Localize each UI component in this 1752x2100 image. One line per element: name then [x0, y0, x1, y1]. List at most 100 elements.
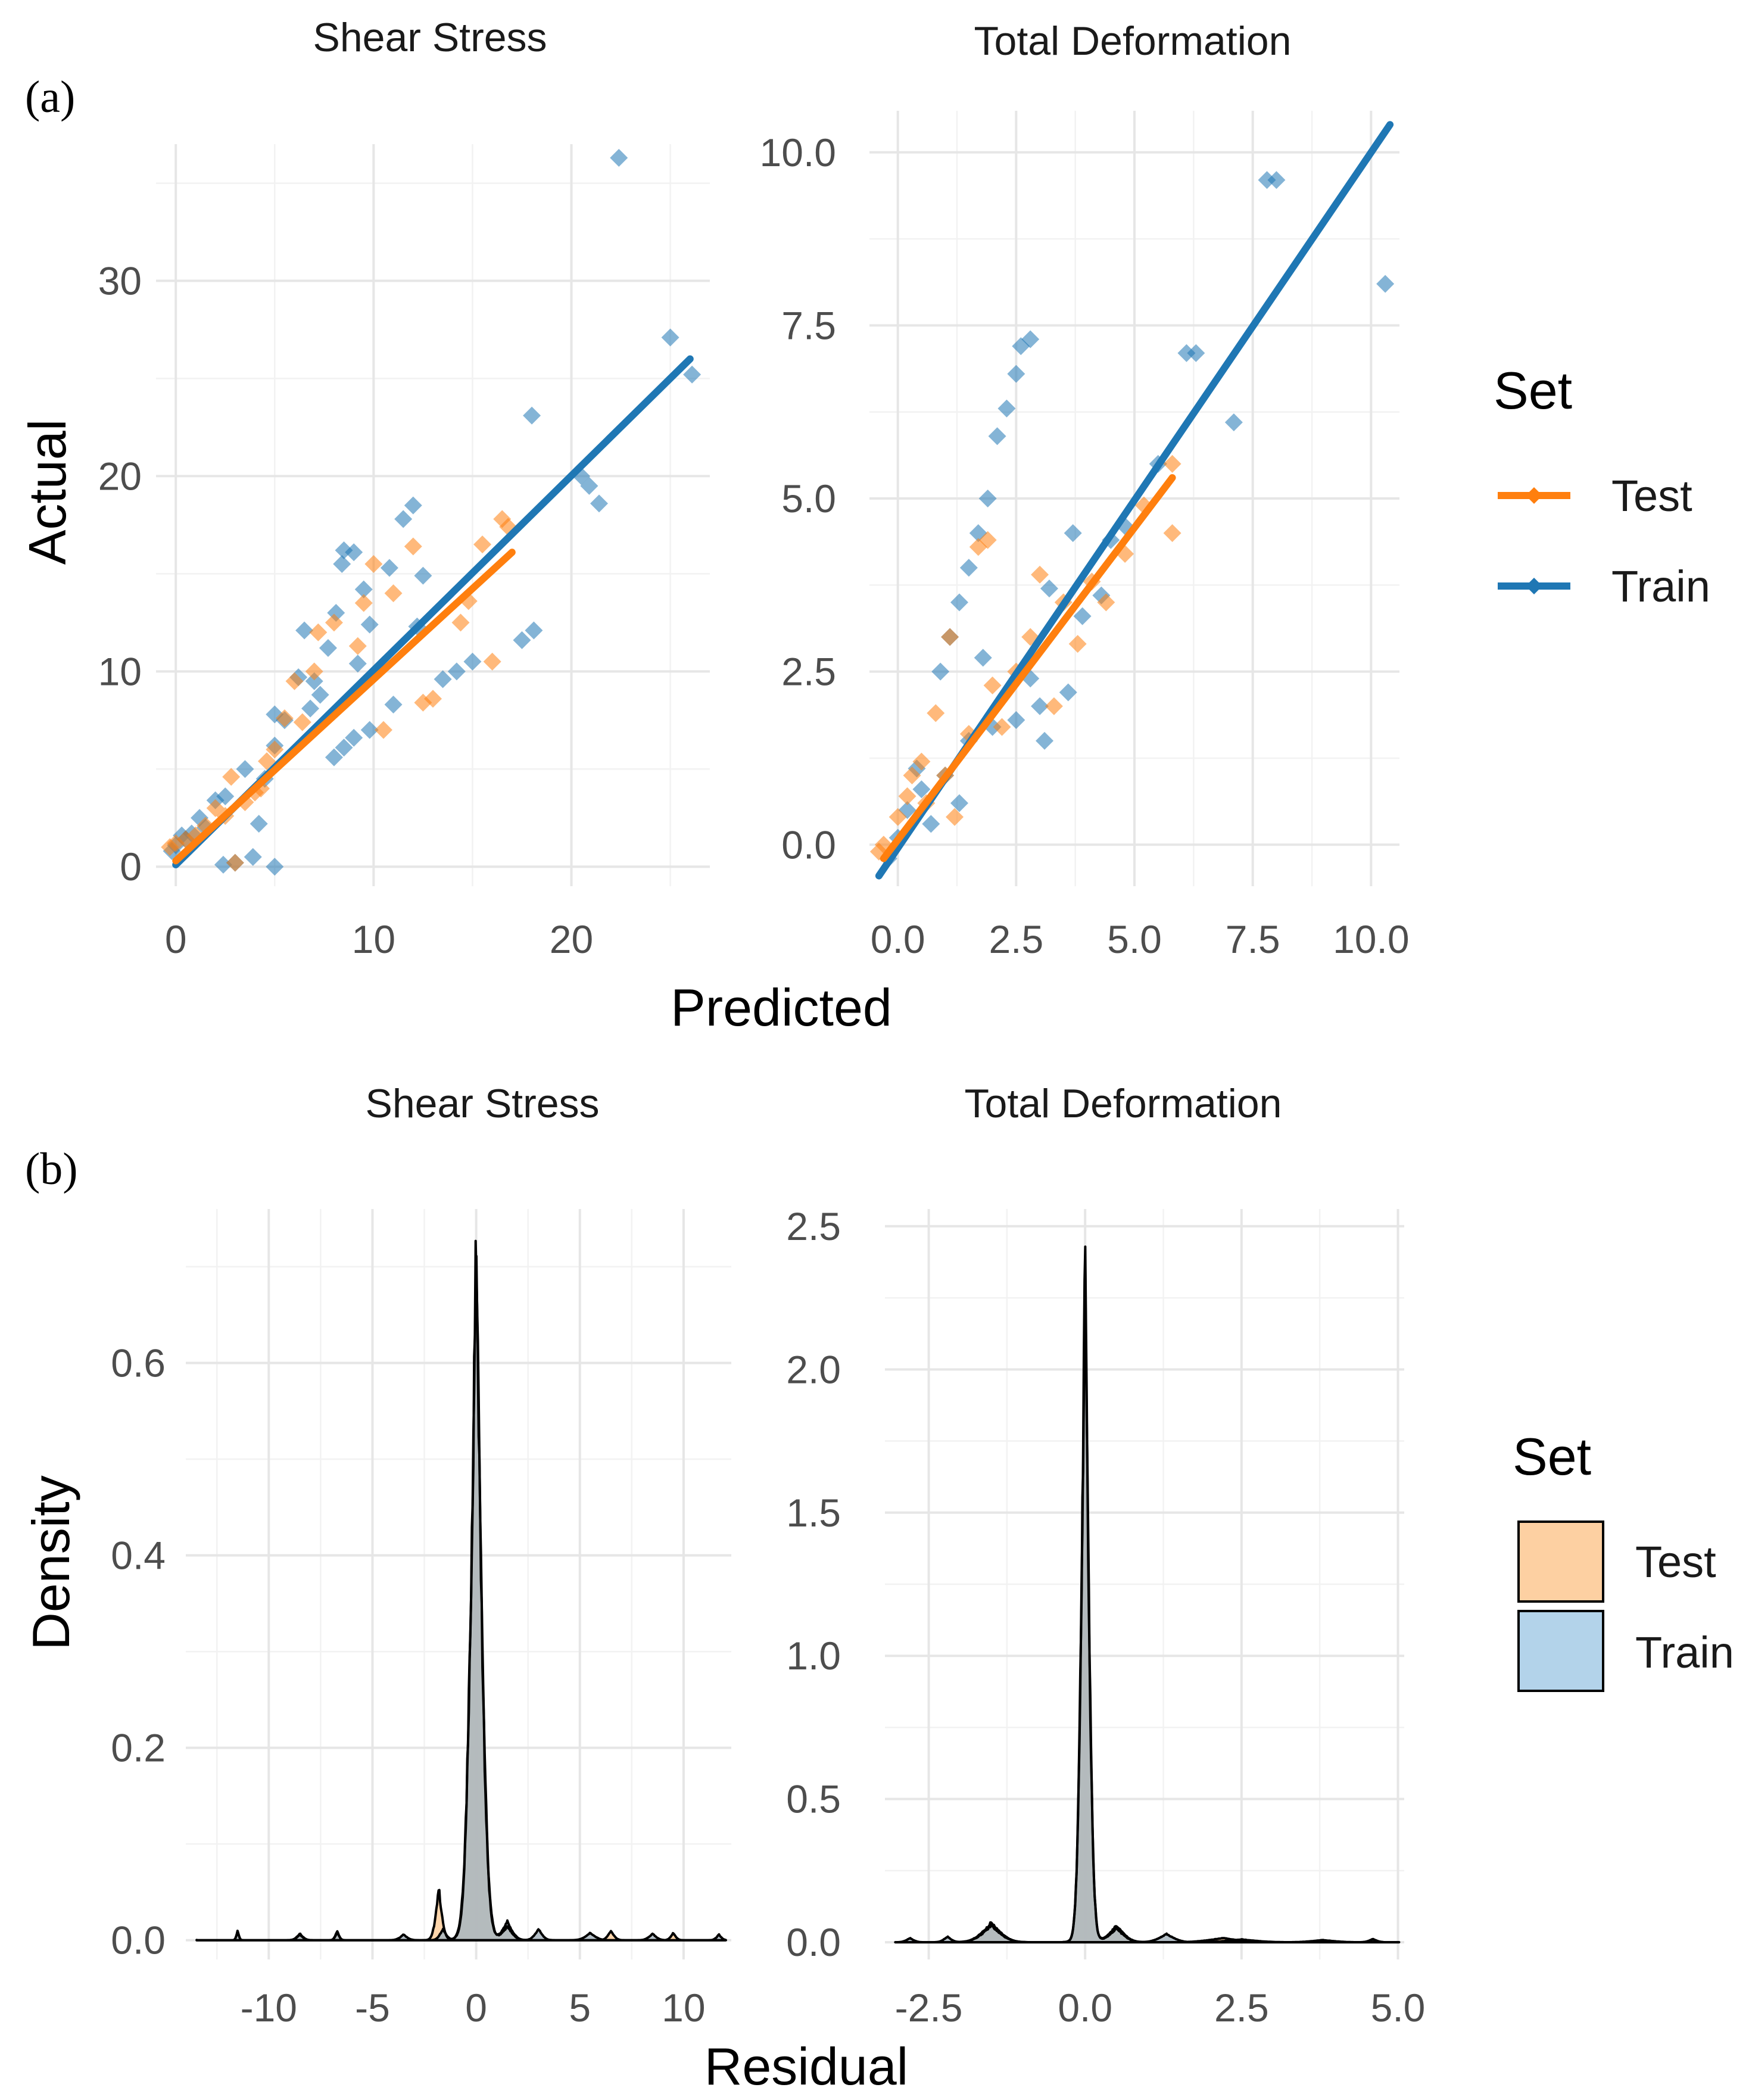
point-train-12 — [978, 490, 997, 507]
point-test-9 — [305, 662, 323, 681]
y-tick-label: 0.0 — [786, 1920, 841, 1964]
point-test-22 — [993, 718, 1011, 736]
marks — [161, 148, 702, 876]
legend-label-train-b: Train — [1635, 1628, 1734, 1677]
x-tick-label: 0 — [465, 1986, 487, 2030]
point-train-3 — [523, 406, 541, 425]
x-tick-label: 0.0 — [871, 917, 925, 961]
point-train-18 — [1064, 524, 1082, 543]
facet-title-shear-stress: Shear Stress — [313, 15, 547, 60]
point-train-2 — [1376, 275, 1395, 293]
point-train-24 — [335, 739, 353, 757]
point-train-22 — [1059, 683, 1077, 702]
y-tick-label: 1.5 — [786, 1491, 841, 1535]
point-train-11 — [333, 554, 351, 573]
point-train-46 — [216, 787, 235, 806]
legend-label-train: Train — [1611, 562, 1710, 611]
point-test-15 — [898, 787, 916, 805]
point-train-37 — [266, 858, 284, 876]
marks — [894, 1245, 1401, 1944]
y-tick-label: 0.6 — [111, 1341, 166, 1385]
y-tick-label: 10.0 — [760, 130, 836, 175]
facet-title-total-deformation: Total Deformation — [974, 18, 1292, 64]
point-train-12 — [380, 559, 398, 577]
point-train-21 — [384, 696, 403, 714]
y-tick-label: 0.0 — [781, 822, 836, 867]
y-tick-label: 0.5 — [786, 1777, 841, 1821]
point-train-38 — [1036, 731, 1054, 750]
point-test-33 — [451, 613, 470, 632]
point-train-24 — [1007, 711, 1025, 729]
point-train-33 — [950, 794, 968, 812]
point-test-7 — [354, 594, 373, 612]
y-axis-title-b: Density — [21, 1475, 80, 1650]
facet-title-shear-stress-b: Shear Stress — [365, 1081, 599, 1126]
y-tick-label: 0.2 — [111, 1726, 166, 1770]
point-test-21 — [161, 838, 179, 856]
point-test-27 — [903, 767, 921, 784]
x-tick-label: 20 — [550, 917, 593, 961]
point-train-17 — [931, 662, 950, 681]
point-train-4 — [1187, 344, 1205, 362]
point-train-0 — [610, 148, 628, 167]
ticks: -2.5 0.0 2.5 5.0 0.0 0.5 1.0 1.5 2.0 2.5 — [786, 1204, 1425, 2030]
ticks: -10 -5 0 5 10 0.0 0.2 0.4 0.6 — [111, 1341, 705, 2030]
x-tick-label: -5 — [355, 1986, 390, 2030]
y-tick-label: 2.5 — [781, 650, 836, 694]
grid — [156, 144, 710, 886]
x-tick-label: 0 — [165, 917, 187, 961]
facet-title-total-deformation-b: Total Deformation — [965, 1081, 1282, 1126]
legend-label-test: Test — [1611, 471, 1692, 521]
point-test-5 — [364, 554, 383, 573]
chart-b-residual-density: (b) Shear Stress -10 -5 0 5 10 0.0 0.2 0.4 0.6 T… — [21, 1081, 1734, 2096]
legend-key-test-fill — [1517, 1521, 1604, 1603]
point-train-11 — [988, 427, 1006, 445]
facet-a-total-deformation: Total Deformation 0.0 2.5 5.0 7.5 10.0 0.0 2.5… — [760, 18, 1410, 961]
point-train-14 — [354, 580, 373, 599]
y-tick-label: 30 — [98, 259, 142, 303]
point-test-6 — [1031, 565, 1049, 584]
x-tick-label: -2.5 — [895, 1986, 963, 2030]
y-tick-label: 10 — [98, 649, 142, 693]
legend-key-train-fill — [1517, 1610, 1604, 1692]
point-train-13 — [414, 566, 432, 585]
point-test-16 — [889, 808, 907, 826]
point-train-15 — [950, 593, 968, 612]
x-tick-label: 0.0 — [1058, 1986, 1112, 2030]
x-tick-label: 5.0 — [1107, 917, 1162, 961]
point-test-0 — [1163, 454, 1181, 473]
y-tick-label: 5.0 — [781, 476, 836, 521]
point-train-34 — [244, 848, 262, 866]
point-test-9 — [983, 676, 1002, 694]
legend-key-train-marker — [1526, 578, 1542, 594]
point-train-52 — [348, 655, 367, 673]
point-train-7 — [404, 496, 422, 515]
facet-b-shear-stress: Shear Stress -10 -5 0 5 10 0.0 0.2 0.4 0.6 — [111, 1081, 731, 2030]
x-axis-title-b: Residual — [704, 2037, 908, 2096]
point-train-14 — [959, 559, 978, 577]
y-tick-label: 2.0 — [786, 1347, 841, 1391]
point-test-3 — [1097, 593, 1115, 612]
point-test-31 — [293, 713, 311, 731]
point-train-6 — [580, 476, 598, 495]
point-test-4 — [404, 537, 422, 556]
point-train-5 — [590, 494, 608, 513]
point-test-26 — [374, 721, 392, 739]
point-train-1 — [1267, 171, 1286, 189]
ticks: 0 10 20 0 10 20 30 — [98, 259, 594, 961]
marks — [869, 121, 1395, 880]
point-test-11 — [275, 709, 294, 728]
point-train-23 — [345, 728, 363, 747]
point-test-28 — [309, 623, 328, 641]
point-train-25 — [325, 748, 343, 767]
marks — [195, 1239, 727, 1942]
y-tick-label: 0.4 — [111, 1534, 166, 1578]
point-train-8 — [394, 510, 413, 528]
grid — [869, 111, 1399, 886]
facet-a-shear-stress: Shear Stress 0 10 20 0 10 20 30 — [98, 15, 710, 961]
point-train-8 — [1012, 337, 1030, 356]
point-test-27 — [348, 637, 367, 655]
point-test-13 — [927, 704, 945, 722]
